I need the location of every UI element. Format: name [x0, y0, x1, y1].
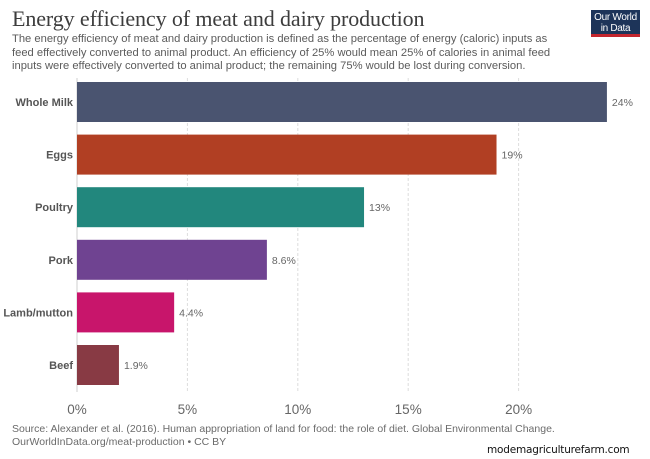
value-label: 24%: [612, 97, 633, 109]
x-tick-label: 20%: [505, 402, 532, 417]
bar-poultry[interactable]: [77, 187, 365, 228]
bar-pork[interactable]: [77, 239, 267, 280]
bars: Whole Milk 24% Eggs 19% Poultry 13% Pork 8.6% La…: [3, 82, 633, 385]
watermark: modemagriculturefarm.com: [487, 444, 630, 456]
category-label: Whole Milk: [16, 97, 74, 109]
x-tick-label: 0%: [67, 402, 87, 417]
footer: Source: Alexander et al. (2016). Human a…: [12, 423, 555, 449]
chart-title: Energy efficiency of meat and dairy prod…: [12, 6, 425, 31]
category-label: Pork: [49, 255, 74, 267]
value-label: 4.4%: [179, 307, 203, 319]
category-label: Beef: [49, 360, 73, 372]
value-label: 19%: [502, 150, 523, 162]
chart-subtitle: The energy efficiency of meat and dairy …: [12, 33, 551, 73]
logo-line-2: in Data: [600, 23, 631, 34]
x-tick-label: 15%: [395, 402, 422, 417]
license-text: OurWorldInData.org/meat-production • CC …: [12, 436, 227, 448]
x-tick-label: 10%: [284, 402, 311, 417]
gridlines: [76, 78, 520, 392]
bar-whole-milk[interactable]: [77, 82, 607, 122]
category-label: Lamb/mutton: [3, 307, 73, 319]
value-label: 8.6%: [272, 255, 296, 267]
bar-lamb-mutton[interactable]: [77, 292, 175, 333]
category-label: Eggs: [46, 150, 73, 162]
x-axis: 0% 5% 10% 15% 20%: [67, 402, 532, 417]
source-text: Source: Alexander et al. (2016). Human a…: [12, 423, 555, 435]
bar-eggs[interactable]: [77, 134, 497, 175]
x-tick-label: 5%: [178, 402, 198, 417]
bar-beef[interactable]: [77, 345, 119, 385]
category-label: Poultry: [35, 202, 74, 214]
logo-line-1: Our World: [594, 12, 637, 23]
value-label: 13%: [369, 202, 390, 214]
value-label: 1.9%: [124, 360, 148, 372]
owid-logo[interactable]: Our World in Data: [591, 10, 640, 37]
